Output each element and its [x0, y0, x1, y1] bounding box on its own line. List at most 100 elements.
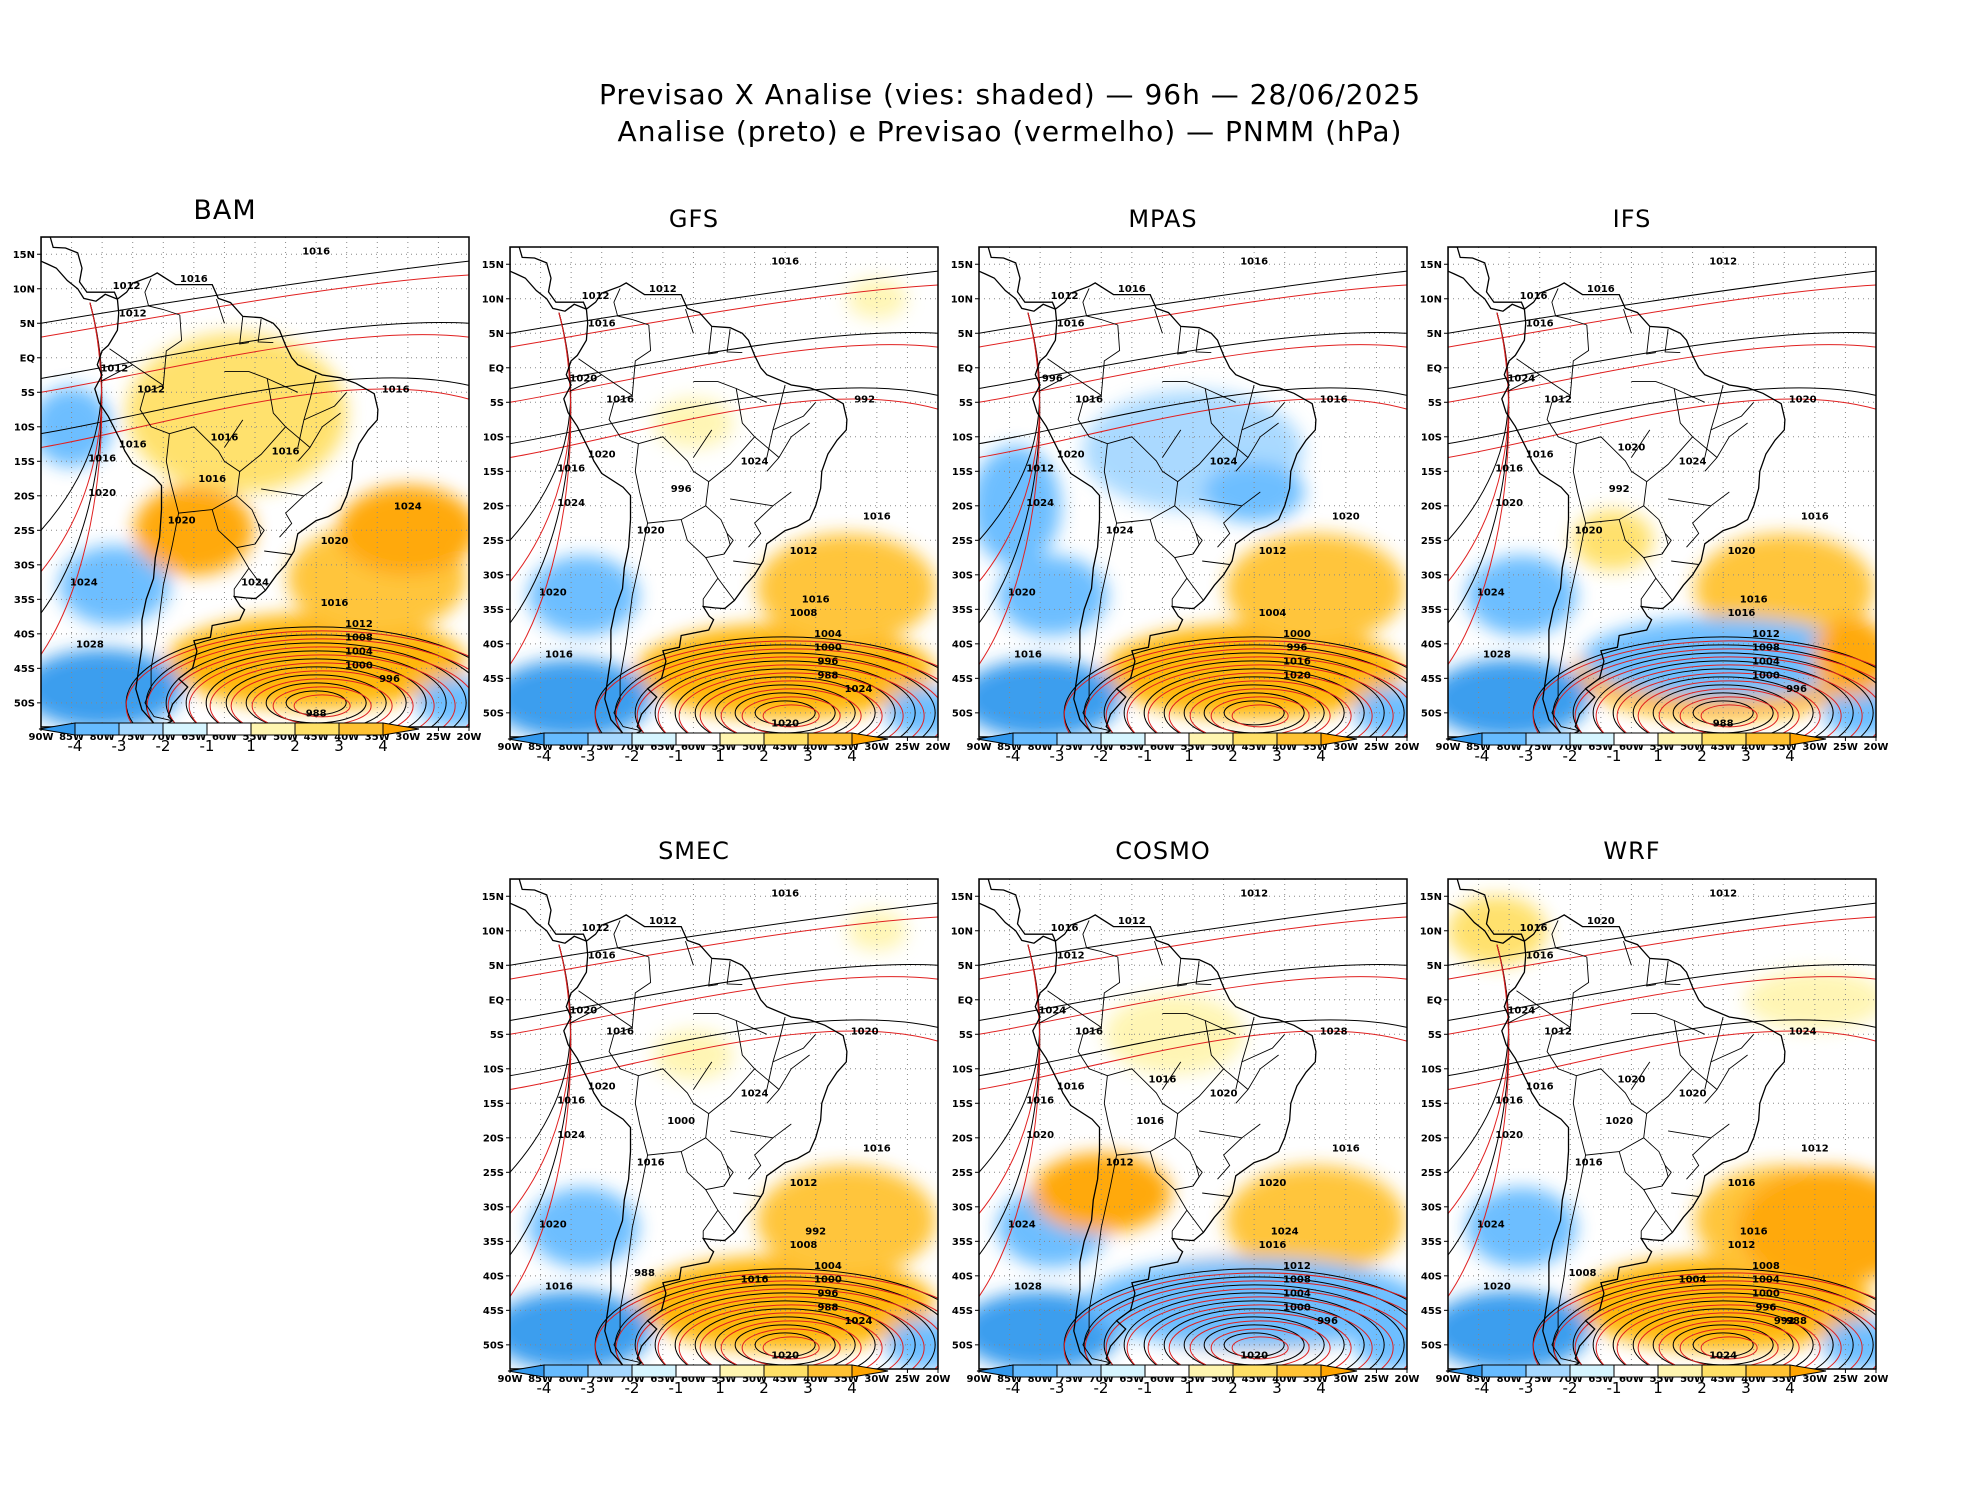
contour-label-forecast: 1024: [394, 502, 422, 513]
isobar-analysis: [1163, 1308, 1345, 1369]
colorbar-label: -1: [669, 1379, 684, 1397]
lon-tick-label: 20W: [926, 742, 951, 753]
bias-negative: [59, 545, 170, 626]
country-border: [1202, 560, 1230, 565]
central-america-coastline: [979, 879, 1056, 944]
lon-tick-label: 35W: [834, 742, 859, 753]
country-border: [1646, 326, 1656, 355]
country-border: [693, 381, 767, 403]
contour-label-analysis: 1016: [321, 598, 349, 609]
lon-tick-label: 75W: [1058, 1374, 1083, 1385]
contour-label-analysis: 996: [1756, 1302, 1777, 1313]
contour-label-forecast: 1012: [100, 364, 128, 375]
contour-label-analysis: 1008: [1283, 1275, 1311, 1286]
country-border: [1217, 1154, 1231, 1180]
isobar-analysis: [1612, 668, 1834, 737]
country-border: [1551, 1155, 1587, 1364]
isobar-analysis: [1692, 1332, 1754, 1358]
lon-tick-label: 60W: [1619, 742, 1644, 753]
contour-label-forecast: 1016: [1118, 284, 1146, 295]
isobar-forecast: [1448, 916, 1876, 980]
contour-label-analysis: 1020: [771, 719, 799, 730]
country-border: [1038, 1006, 1071, 1024]
contour-label-analysis: 1000: [345, 660, 373, 671]
contour-label-analysis: 1012: [582, 923, 610, 934]
colorbar-segment: [631, 732, 677, 746]
colorbar-arrow-right: [851, 1364, 889, 1378]
lon-tick-label: 35W: [1772, 742, 1797, 753]
isobar-forecast: [636, 656, 938, 737]
isobar-forecast: [1105, 656, 1407, 737]
lon-tick-label: 30W: [395, 732, 420, 743]
panel-title: MPAS: [1128, 205, 1198, 233]
contour-label-forecast: 1020: [569, 1006, 597, 1017]
colorbar-segment: [206, 722, 252, 736]
isobar-forecast: [1700, 704, 1758, 728]
isobar-analysis: [1632, 676, 1814, 737]
isobar-analysis: [1183, 1316, 1325, 1369]
colorbar-arrow-right: [1789, 1364, 1827, 1378]
isobar-forecast: [720, 688, 862, 737]
lat-tick-label: 45S: [952, 674, 973, 685]
isobar-forecast: [636, 1288, 938, 1369]
contour-label-forecast: 1012: [1118, 916, 1146, 927]
contour-label-forecast: 1000: [667, 1116, 695, 1127]
country-border: [285, 426, 311, 448]
lat-tick-label: 10N: [1420, 926, 1442, 937]
colorbar-arrow-left: [1445, 1364, 1483, 1378]
contour-label-analysis: 1012: [790, 546, 818, 557]
contour-label-analysis: 1016: [588, 318, 616, 329]
colorbar-label: -2: [1563, 747, 1578, 765]
colorbar-label: 3: [803, 1379, 813, 1397]
country-border: [1082, 1155, 1118, 1364]
lon-tick-label: 90W: [498, 1374, 523, 1385]
isobar-forecast: [1168, 680, 1352, 737]
lon-tick-label: 35W: [834, 1374, 859, 1385]
lat-tick-label: 30S: [1421, 570, 1442, 581]
colorbar-segment: [1481, 1364, 1527, 1378]
lat-tick-label: 50S: [1421, 708, 1442, 719]
country-border: [766, 384, 786, 458]
colorbar-label: 3: [803, 747, 813, 765]
contour-label-forecast: 996: [1042, 374, 1063, 385]
lon-tick-label: 90W: [29, 732, 54, 743]
country-border: [1640, 578, 1657, 607]
isobar-forecast: [979, 312, 1041, 665]
map-frame: 1016 1012 1012 1012 1016 1020 1024 1028 1020 1016…: [13, 236, 481, 743]
country-border: [1661, 1165, 1672, 1187]
country-border: [224, 419, 244, 448]
isobar-forecast: [1448, 284, 1876, 348]
colorbar-label: 1: [1653, 747, 1663, 765]
contour-label-analysis: 1020: [1483, 1282, 1511, 1293]
colorbar-label: -4: [537, 747, 552, 765]
colorbar: -4 -3 -2 -1 1 2 3 4: [507, 732, 889, 765]
colorbar-segment: [1745, 732, 1791, 746]
isobar-analysis: [1652, 1316, 1794, 1369]
lat-tick-label: 10N: [482, 926, 504, 937]
country-border: [1217, 522, 1231, 548]
contour-label-forecast: 992: [854, 394, 875, 405]
isobar-forecast: [510, 312, 572, 665]
colorbar-segment: [675, 732, 721, 746]
contour-label-analysis: 1016: [1057, 318, 1085, 329]
lat-tick-label: 45S: [483, 674, 504, 685]
country-border: [1692, 436, 1718, 458]
bias-negative: [1823, 1319, 1876, 1369]
colorbar-segment: [162, 722, 208, 736]
country-border: [1704, 1016, 1724, 1090]
contour-label-analysis: 1020: [1618, 443, 1646, 454]
country-border: [1643, 557, 1673, 601]
colorbar-segment: [1276, 1364, 1322, 1378]
panel-title: COSMO: [1115, 837, 1211, 865]
colorbar-label: 1: [1184, 1379, 1194, 1397]
country-border: [1631, 1013, 1705, 1035]
country-border: [578, 990, 633, 1028]
isobar-forecast: [1637, 1312, 1821, 1369]
country-border: [772, 1034, 817, 1063]
country-border: [1507, 374, 1540, 392]
country-border: [1686, 1154, 1700, 1180]
contour-label-forecast: 1016: [272, 446, 300, 457]
contour-label-analysis: 1016: [302, 246, 330, 257]
contour-label-analysis: 1008: [1752, 1261, 1780, 1272]
contour-label-analysis: 1020: [321, 536, 349, 547]
